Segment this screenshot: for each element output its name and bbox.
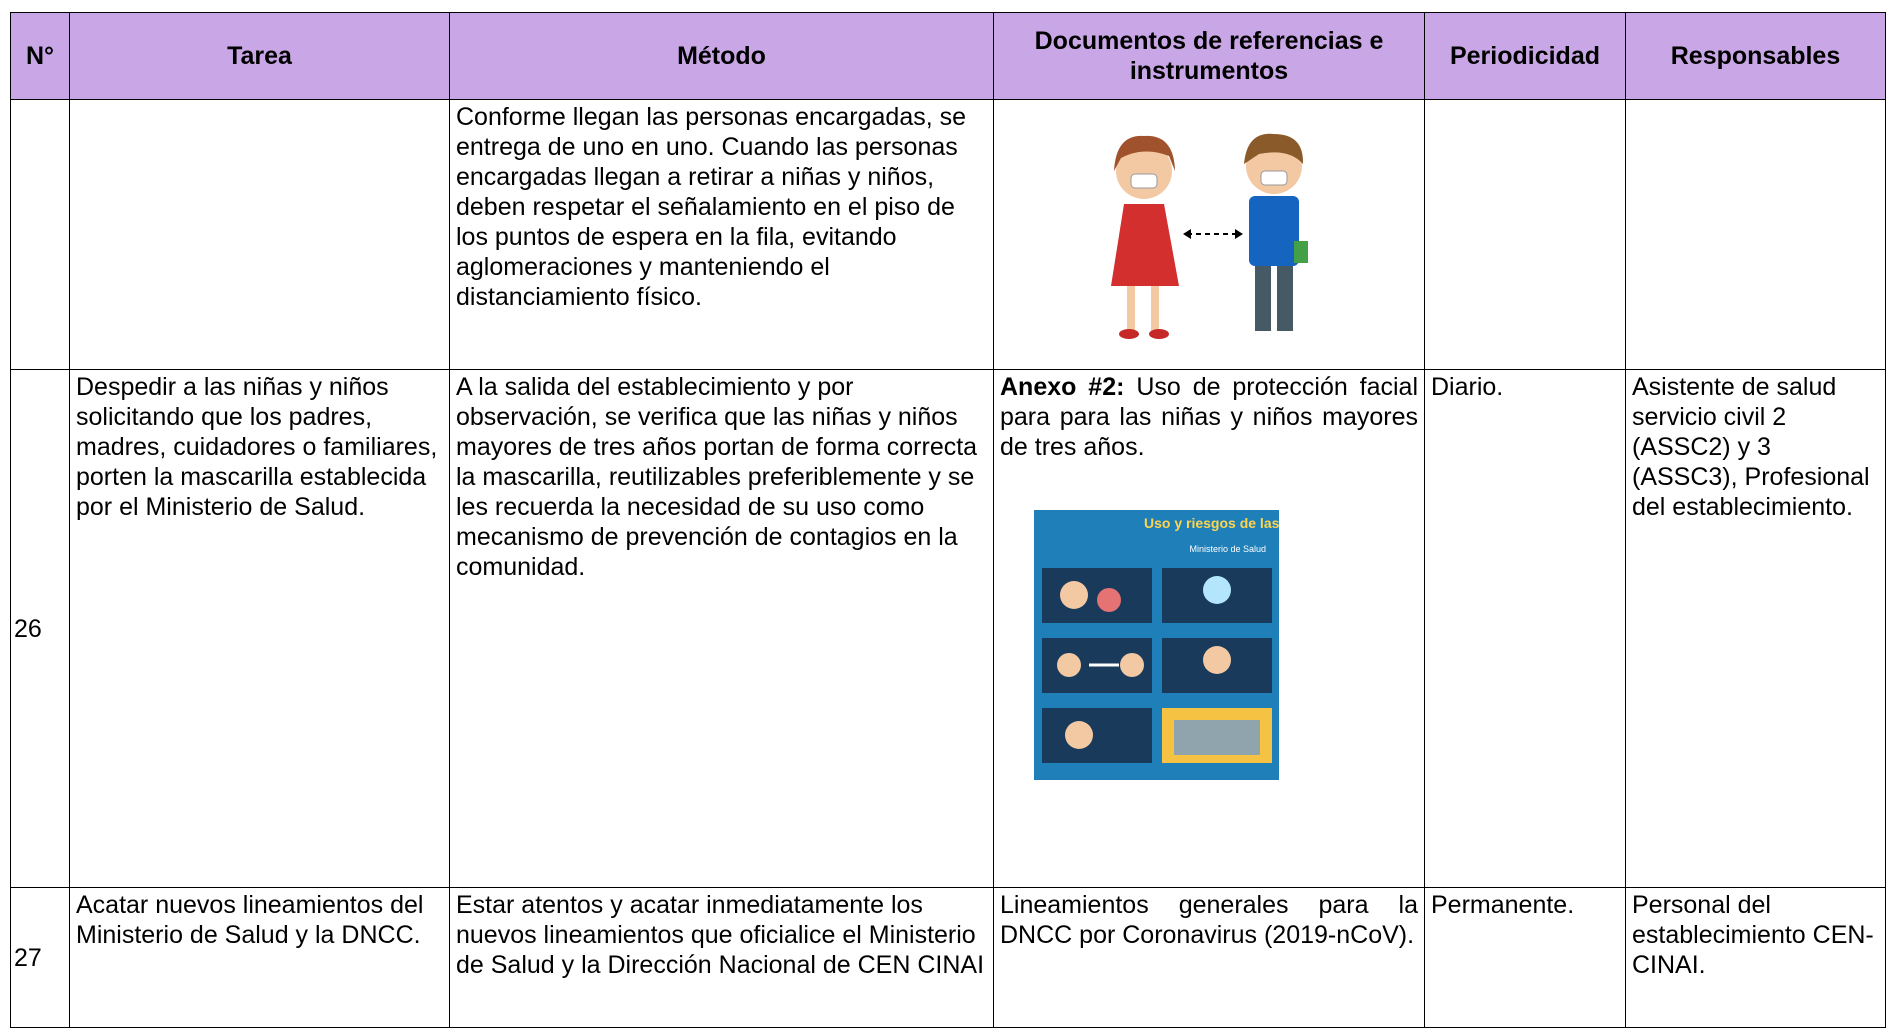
mask-poster: Uso y riesgos de las mascarillas en niño…: [1034, 510, 1421, 780]
poster-title-text: Uso y riesgos de las mascarillas en niño…: [1144, 515, 1279, 531]
method-cell: Conforme llegan las personas encargadas,…: [449, 99, 994, 370]
cell: [69, 99, 450, 370]
header-cell: Documentos de referencias e instrumentos: [993, 12, 1425, 100]
header-cell: Método: [449, 12, 994, 100]
cell: [10, 99, 70, 370]
responsible-cell: Personal del establecimiento CEN-CINAI.: [1625, 887, 1886, 1028]
header-cell: N°: [10, 12, 70, 100]
header-row: N° Tarea Método Documentos de referencia…: [10, 12, 1886, 100]
cell: [993, 99, 1425, 370]
protocol-table: N° Tarea Método Documentos de referencia…: [10, 12, 1886, 1028]
annex-label: Anexo #2:: [1000, 373, 1125, 401]
number-cell: 26: [10, 369, 70, 888]
distancing-illustration: [1111, 133, 1308, 339]
task-cell: Despedir a las niñas y niños solicitando…: [69, 369, 450, 888]
responsible-cell: Asistente de salud servicio civil 2 (ASS…: [1625, 369, 1886, 888]
document-cell: Anexo #2: Uso de protección facial para …: [993, 369, 1425, 888]
method-cell: A la salida del establecimiento y por ob…: [449, 369, 994, 888]
document-cell: Lineamientos generales para la DNCC por …: [993, 887, 1425, 1028]
method-cell: Estar atentos y acatar inmediatamente lo…: [449, 887, 994, 1028]
table-row: Conforme llegan las personas encargadas,…: [10, 99, 1886, 370]
task-cell: Acatar nuevos lineamientos del Ministeri…: [69, 887, 450, 1028]
header-cell: Periodicidad: [1424, 12, 1626, 100]
header-cell: Responsables: [1625, 12, 1886, 100]
table-row: 27 Acatar nuevos lineamientos del Minist…: [10, 887, 1886, 1028]
document-text: Uso de protección facial para para las n…: [1000, 373, 1419, 461]
poster-logo: Ministerio de Salud: [1189, 544, 1266, 554]
number-cell: 27: [10, 887, 70, 1028]
poster-wrap: Uso y riesgos de las mascarillas en niño…: [1034, 510, 1421, 787]
frequency-cell: Permanente.: [1424, 887, 1626, 1028]
frequency-cell: Diario.: [1424, 369, 1626, 888]
header-cell: Tarea: [69, 12, 450, 100]
cell: [1625, 99, 1886, 370]
poster-title: Uso y riesgos de las mascarillas en niño…: [1144, 515, 1279, 531]
cell: [1424, 99, 1626, 370]
table-row: 26 Despedir a las niñas y niños solicita…: [10, 369, 1886, 888]
